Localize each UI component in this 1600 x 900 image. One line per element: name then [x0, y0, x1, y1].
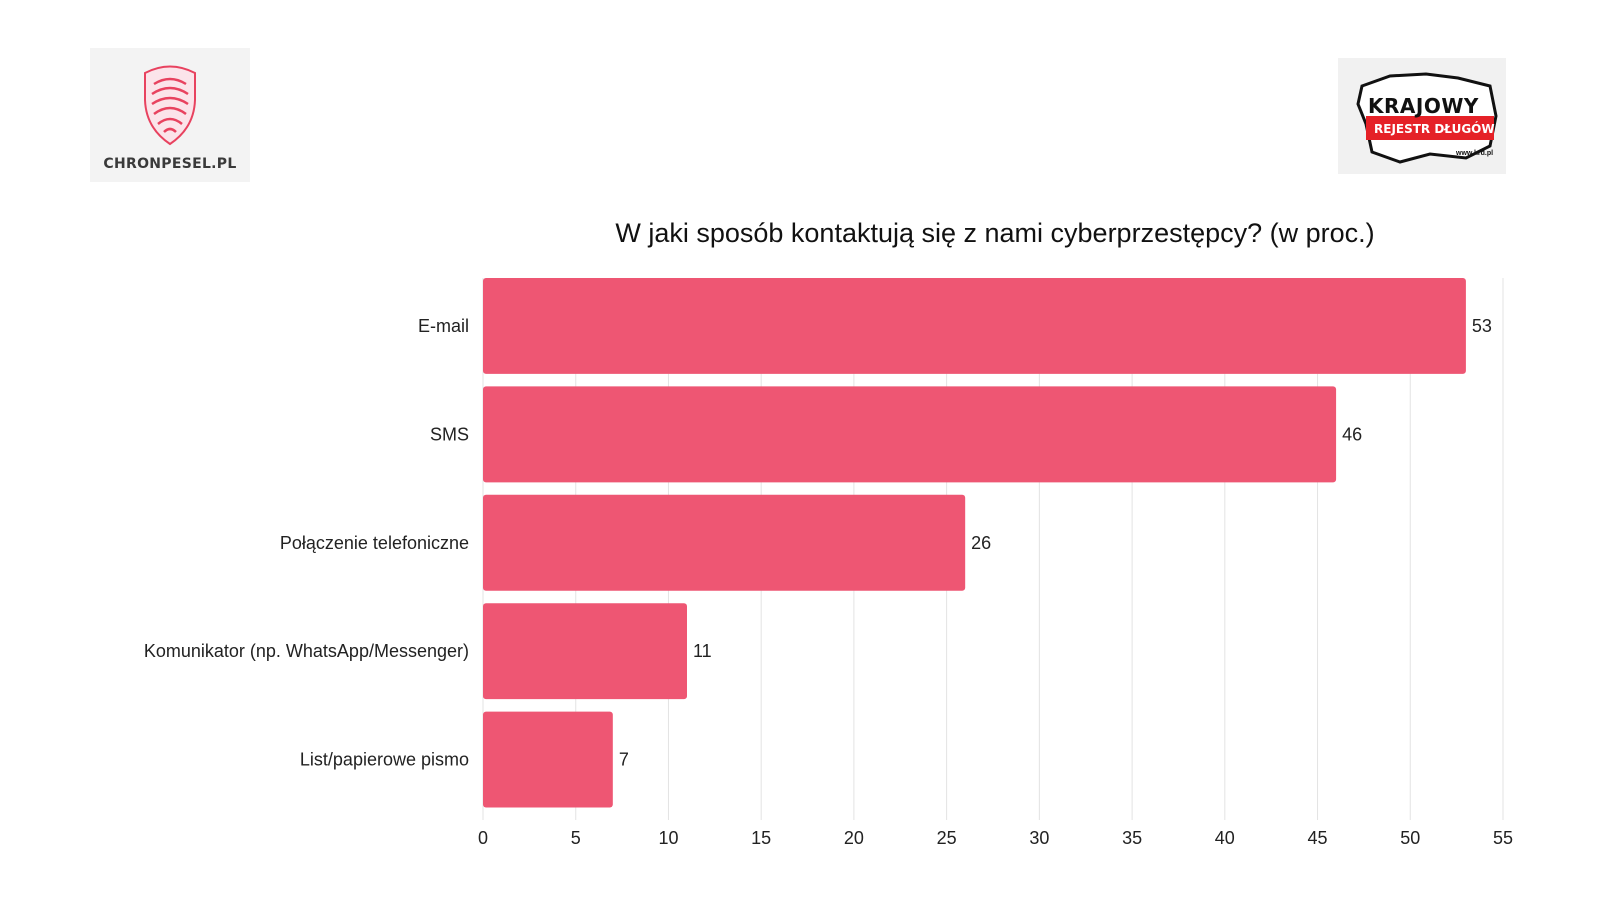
krd-title-text: KRAJOWY: [1368, 94, 1479, 118]
data-label: 11: [693, 641, 712, 661]
x-tick-label: 25: [937, 828, 957, 848]
category-label: Komunikator (np. WhatsApp/Messenger): [144, 641, 469, 661]
bar: [483, 386, 1337, 483]
x-tick-label: 0: [478, 828, 488, 848]
x-tick-label: 45: [1308, 828, 1328, 848]
x-axis-ticks: 0 5 10 15 20 25 30 35 40 45 50 55: [478, 828, 1513, 848]
x-tick-label: 30: [1029, 828, 1049, 848]
data-label: 53: [1472, 316, 1492, 336]
data-label: 26: [971, 533, 991, 553]
category-label: Połączenie telefoniczne: [280, 533, 469, 553]
chronpesel-brand-text: CHRONPESEL.PL: [103, 156, 237, 172]
data-label: 46: [1342, 424, 1362, 444]
krd-logo: KRAJOWY REJESTR DŁUGÓW www.krd.pl: [1338, 58, 1506, 174]
bar: [483, 603, 687, 700]
x-tick-label: 10: [658, 828, 678, 848]
krd-subtitle-text: REJESTR DŁUGÓW: [1374, 122, 1495, 136]
x-tick-label: 35: [1122, 828, 1142, 848]
x-tick-label: 50: [1400, 828, 1420, 848]
bar: [483, 278, 1466, 374]
x-tick-label: 5: [571, 828, 581, 848]
data-label: 7: [619, 750, 629, 770]
poland-map-icon: [1356, 72, 1498, 164]
chronpesel-logo: CHRONPESEL.PL: [90, 48, 250, 182]
x-tick-label: 40: [1215, 828, 1235, 848]
krd-url-text: www.krd.pl: [1456, 150, 1494, 157]
x-tick-label: 20: [844, 828, 864, 848]
chart-title: W jaki sposób kontaktują się z nami cybe…: [615, 218, 1375, 248]
value-labels: 53 46 26 11 7: [619, 316, 1492, 770]
x-tick-label: 55: [1493, 828, 1513, 848]
x-tick-label: 15: [751, 828, 771, 848]
bars: [483, 278, 1466, 808]
category-label: List/papierowe pismo: [300, 750, 469, 770]
category-label: E-mail: [418, 316, 469, 336]
bar: [483, 494, 966, 591]
category-labels: E-mail SMS Połączenie telefoniczne Komunika…: [144, 316, 469, 770]
category-label: SMS: [430, 424, 469, 444]
bar: [483, 711, 613, 808]
fingerprint-shield-icon: [144, 65, 196, 146]
